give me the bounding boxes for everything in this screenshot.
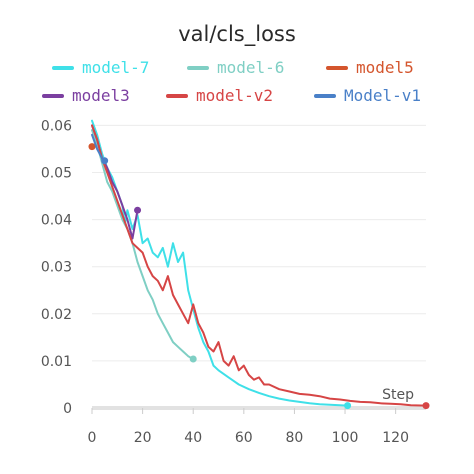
legend-item-model3[interactable]: model3: [42, 86, 130, 105]
y-tick-label: 0.03: [41, 260, 72, 276]
y-tick-label: 0.05: [41, 166, 72, 182]
series-lines: [88, 119, 430, 410]
y-tick-label: 0.02: [41, 307, 72, 323]
legend-swatch: [52, 65, 74, 70]
grid: [92, 124, 426, 362]
y-tick-label: 0.01: [41, 354, 72, 370]
x-tick-label: 100: [332, 430, 359, 446]
series-end-point-model3[interactable]: [134, 206, 142, 214]
series-end-point-model-7[interactable]: [344, 402, 352, 410]
legend-label: model5: [356, 58, 414, 77]
legend-item-model5[interactable]: model5: [326, 58, 414, 77]
x-axis-label: Step: [382, 387, 414, 403]
legend-item-model-v2[interactable]: model-v2: [166, 86, 273, 105]
legend-swatch: [166, 93, 188, 98]
x-tick-label: 40: [184, 430, 202, 446]
series-line-model-7[interactable]: [91, 119, 349, 407]
legend-label: model-v2: [196, 86, 274, 105]
series-end-point-model-v1[interactable]: [101, 157, 109, 165]
y-tick-label: 0.04: [41, 213, 72, 229]
legend-swatch: [42, 93, 64, 98]
legend-swatch: [314, 93, 336, 98]
legend-label: model-6: [217, 58, 285, 77]
legend-item-model-v1[interactable]: Model-v1: [314, 86, 421, 105]
y-tick-label: 0.06: [41, 118, 72, 134]
x-tick-label: 20: [134, 430, 152, 446]
tick-labels: 0 0.01 0.02 0.03 0.04 0.05 0.06 0 20 40 60 80 100 120: [41, 118, 409, 446]
legend-label: Model-v1: [344, 86, 422, 105]
x-tick-label: 60: [235, 430, 253, 446]
x-tick-label: 120: [382, 430, 409, 446]
axes: [91, 406, 426, 414]
legend-swatch: [187, 65, 209, 70]
chart-title: val/cls_loss: [178, 22, 296, 46]
x-tick-label: 80: [286, 430, 304, 446]
legend-label: model-7: [82, 58, 150, 77]
legend-item-model-7[interactable]: model-7: [52, 58, 149, 77]
x-tick-label: 0: [88, 430, 97, 446]
legend: model-7 model-6 model5 model3 model-v2 M…: [0, 58, 474, 110]
legend-swatch: [326, 65, 348, 70]
series-end-point-model-6[interactable]: [189, 355, 197, 363]
legend-item-model-6[interactable]: model-6: [187, 58, 284, 77]
legend-label: model3: [72, 86, 130, 105]
series-end-point-model5[interactable]: [88, 143, 96, 151]
series-line-model-v2[interactable]: [91, 124, 427, 407]
series-end-point-model-v2[interactable]: [422, 402, 430, 410]
y-tick-label: 0: [63, 401, 72, 417]
series-line-model-6[interactable]: [91, 129, 195, 360]
